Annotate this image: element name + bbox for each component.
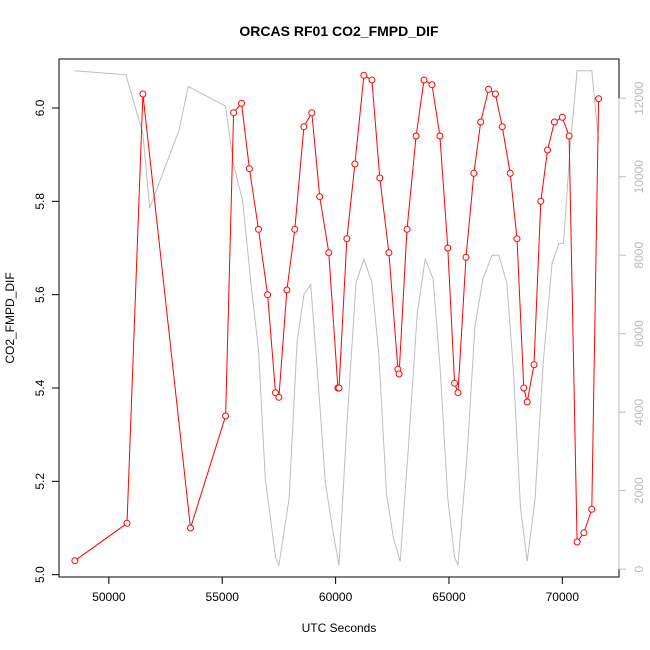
data-point xyxy=(537,197,545,205)
y2-tick-label: 10000 xyxy=(632,160,646,194)
x-axis: 50000 55000 60000 65000 70000 xyxy=(92,577,579,604)
secondary-series-line xyxy=(74,70,600,567)
data-point xyxy=(335,384,343,392)
data-point xyxy=(300,123,308,131)
y-tick-label: 5.2 xyxy=(33,473,47,490)
data-point xyxy=(428,81,436,89)
data-point xyxy=(544,146,552,154)
y2-tick-label: 12000 xyxy=(632,81,646,115)
y-tick-label: 5.8 xyxy=(33,193,47,210)
y-tick-label: 5.6 xyxy=(33,286,47,303)
y-tick-label: 5.4 xyxy=(33,379,47,396)
data-point xyxy=(264,291,272,299)
data-point xyxy=(523,398,531,406)
data-point xyxy=(360,71,368,79)
data-point xyxy=(245,165,253,173)
data-point xyxy=(376,174,384,182)
x-axis-label: UTC Seconds xyxy=(302,621,377,635)
data-point xyxy=(580,529,588,537)
y-tick-label: 6.0 xyxy=(33,99,47,116)
y-axis-right: 0 2000 4000 6000 8000 10000 12000 xyxy=(618,81,646,572)
data-point xyxy=(491,90,499,98)
x-tick-label: 60000 xyxy=(319,590,353,604)
data-point xyxy=(558,113,566,121)
data-point xyxy=(316,193,324,201)
data-point xyxy=(444,244,452,252)
y2-tick-label: 4000 xyxy=(632,399,646,426)
data-point xyxy=(395,370,403,378)
data-point xyxy=(420,76,428,84)
data-point xyxy=(255,225,262,233)
series-layer xyxy=(71,70,603,567)
y2-tick-label: 2000 xyxy=(632,477,646,504)
data-point xyxy=(351,160,359,168)
data-point xyxy=(275,393,283,401)
y2-tick-label: 6000 xyxy=(632,320,646,347)
data-point xyxy=(565,132,573,140)
data-point xyxy=(71,557,79,565)
data-point xyxy=(451,379,459,387)
data-point xyxy=(462,253,470,261)
data-point xyxy=(506,169,514,177)
data-point xyxy=(187,524,194,532)
x-tick-label: 50000 xyxy=(92,590,126,604)
data-point xyxy=(520,384,528,392)
data-point xyxy=(291,225,299,233)
x-tick-label: 65000 xyxy=(432,590,466,604)
data-point xyxy=(595,95,603,103)
data-point xyxy=(588,505,596,513)
data-point xyxy=(454,389,462,397)
data-point xyxy=(470,169,478,177)
x-tick-label: 55000 xyxy=(206,590,240,604)
data-point xyxy=(403,225,411,233)
data-point xyxy=(412,132,420,140)
data-point xyxy=(230,109,238,117)
y-tick-label: 5.0 xyxy=(33,566,47,583)
data-point xyxy=(238,99,245,107)
data-point xyxy=(573,538,581,546)
data-point xyxy=(530,361,538,369)
data-point xyxy=(325,249,333,257)
data-point xyxy=(485,85,493,93)
data-point xyxy=(123,519,131,527)
data-point xyxy=(308,109,316,117)
y-axis-label: CO2_FMPD_DIF xyxy=(3,272,17,363)
data-point xyxy=(283,286,291,294)
data-point xyxy=(513,235,521,243)
data-point xyxy=(477,118,485,126)
data-point xyxy=(498,123,506,131)
data-point xyxy=(368,76,376,84)
data-point xyxy=(139,90,147,98)
data-point xyxy=(222,412,230,420)
data-point xyxy=(436,132,444,140)
data-point xyxy=(385,249,393,257)
data-point xyxy=(272,389,279,397)
y2-tick-label: 0 xyxy=(632,565,646,572)
data-point xyxy=(343,235,351,243)
y-axis-left: 5.0 5.2 5.4 5.6 5.8 6.0 xyxy=(33,99,59,583)
x-tick-label: 70000 xyxy=(546,590,580,604)
data-point xyxy=(550,118,558,126)
primary-series-line xyxy=(74,74,600,562)
y2-tick-label: 8000 xyxy=(632,242,646,269)
chart-title: ORCAS RF01 CO2_FMPD_DIF xyxy=(239,23,439,39)
